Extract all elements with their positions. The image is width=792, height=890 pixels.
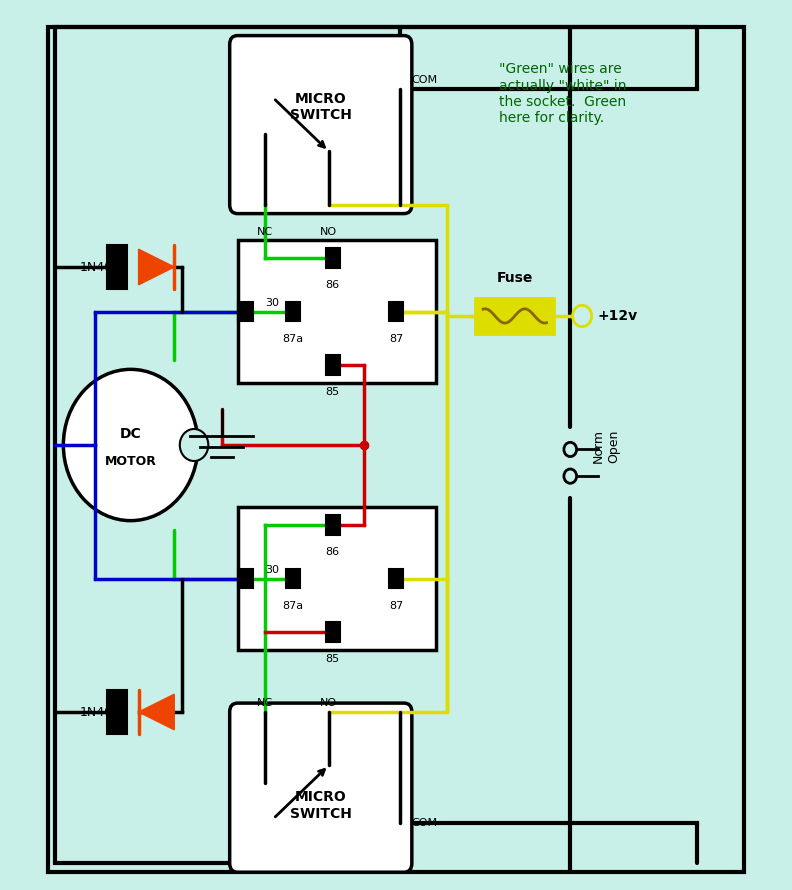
Polygon shape: [139, 694, 174, 730]
Text: NC: NC: [257, 698, 273, 708]
Text: "Green" wires are
actually "white" in
the socket.  Green
here for clarity.: "Green" wires are actually "white" in th…: [499, 62, 626, 125]
Text: DC: DC: [120, 427, 142, 441]
Text: 87a: 87a: [283, 601, 303, 611]
Text: MICRO
SWITCH: MICRO SWITCH: [290, 92, 352, 122]
FancyBboxPatch shape: [475, 298, 554, 334]
Text: Norm
Open: Norm Open: [592, 429, 620, 463]
Text: 30: 30: [265, 564, 280, 575]
Text: 87: 87: [389, 601, 403, 611]
Text: 87: 87: [389, 334, 403, 344]
Bar: [107, 245, 127, 289]
Bar: [238, 569, 253, 588]
Bar: [107, 690, 127, 734]
FancyBboxPatch shape: [238, 240, 436, 383]
Text: 86: 86: [326, 280, 340, 290]
Text: MOTOR: MOTOR: [105, 455, 157, 467]
Circle shape: [573, 305, 592, 327]
FancyBboxPatch shape: [238, 507, 436, 650]
Bar: [326, 248, 340, 268]
Circle shape: [564, 442, 577, 457]
Bar: [286, 569, 300, 588]
Text: NO: NO: [320, 227, 337, 237]
Text: 1N4001: 1N4001: [79, 706, 128, 718]
Text: +12v: +12v: [598, 309, 638, 323]
Circle shape: [180, 429, 208, 461]
Bar: [389, 302, 403, 321]
Circle shape: [63, 369, 198, 521]
Text: NO: NO: [320, 698, 337, 708]
Bar: [326, 515, 340, 535]
Bar: [326, 622, 340, 642]
Text: 1N4001: 1N4001: [79, 261, 128, 273]
Bar: [286, 302, 300, 321]
Text: COM: COM: [412, 75, 438, 85]
FancyBboxPatch shape: [230, 36, 412, 214]
Text: 87a: 87a: [283, 334, 303, 344]
FancyBboxPatch shape: [230, 703, 412, 872]
Polygon shape: [139, 249, 174, 285]
Text: MICRO
SWITCH: MICRO SWITCH: [290, 790, 352, 821]
Bar: [326, 355, 340, 375]
Bar: [238, 302, 253, 321]
Text: 85: 85: [326, 654, 340, 664]
Text: COM: COM: [412, 818, 438, 829]
Text: 30: 30: [265, 297, 280, 308]
Text: 85: 85: [326, 387, 340, 397]
Text: 86: 86: [326, 547, 340, 557]
Bar: [389, 569, 403, 588]
Text: Fuse: Fuse: [497, 271, 533, 285]
Text: NC: NC: [257, 227, 273, 237]
Circle shape: [564, 469, 577, 483]
